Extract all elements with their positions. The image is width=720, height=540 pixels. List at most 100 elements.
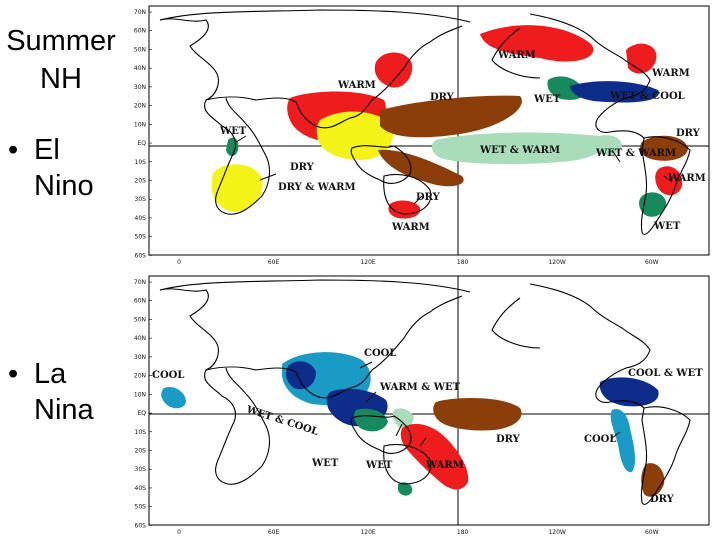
lat-tick-label: 60S (135, 522, 147, 529)
el-nino-label-dry-warm-southern-africa-1: DRY (290, 162, 315, 173)
el-nino-region-dry-warm-southern-africa (212, 164, 263, 212)
lon-tick-label: 60W (645, 529, 659, 536)
lon-tick-label: 180 (457, 259, 469, 266)
la-nina-label-cool-wet-south-america: COOL & WET (628, 368, 703, 379)
el-nino-region-warm-new-zealand (388, 200, 421, 219)
el-nino-label-warm-north-pacific: WARM (497, 50, 536, 61)
bullet-symbol: • (8, 134, 19, 166)
lat-tick-label: EQ (137, 410, 146, 417)
la-nina-region-wet-australia-north (353, 408, 388, 432)
lat-tick-label: 50S (135, 234, 147, 241)
el-nino-region-wet-warm-pacific-central (431, 132, 605, 165)
el-nino-region-wet-south-america-south (639, 192, 667, 217)
el-nino-coastlines (159, 9, 691, 235)
el-nino-region-dry-south-america-north (640, 135, 688, 161)
la-nina-label-warm-australia: WARM (425, 460, 464, 471)
lon-tick-label: 120W (548, 259, 565, 266)
lat-tick-label: 50S (135, 504, 147, 511)
slide-title-line-1: Summer (6, 25, 116, 57)
la-nina-label-warm-wet: WARM & WET (379, 382, 461, 393)
la-nina-lon-axis: 0 60E 120E 180 120W 60W (177, 529, 658, 536)
el-nino-label-wet-cool-southeast-us: WET & COOL (609, 91, 685, 102)
lat-tick-label: 10S (135, 159, 147, 166)
la-nina-coastlines (159, 279, 691, 505)
lat-tick-label: 40N (134, 65, 146, 72)
el-nino-lat-axis: 70N 60N 50N 40N 30N 20N 10N EQ 10S 20S 30S 40S 50S 60… (134, 9, 152, 259)
la-nina-region-wet-tasmania (398, 482, 413, 496)
lat-tick-label: 70N (134, 279, 146, 286)
el-nino-label-wet-north-america: WET (533, 94, 561, 105)
el-nino-label-wet-warm-east-pacific: WET & WARM (595, 148, 676, 159)
la-nina-region-warm-australia-east (400, 423, 469, 490)
lat-tick-label: 20N (134, 373, 146, 380)
lat-tick-label: 30N (134, 84, 146, 91)
lat-tick-label: 20N (134, 103, 146, 110)
la-nina-label-cool-asia: COOL (364, 348, 396, 359)
lat-tick-label: 10N (134, 391, 146, 398)
lat-tick-label: 60N (134, 28, 146, 35)
lat-tick-label: EQ (137, 140, 146, 147)
bullet-la-nina: • La Nina (8, 356, 94, 428)
el-nino-label-dry-warm-southern-africa-2: DRY & WARM (278, 182, 356, 193)
lon-tick-label: 120W (548, 529, 565, 536)
la-nina-lat-axis: 70N 60N 50N 40N 30N 20N 10N EQ 10S 20S 30S 40S 50S 60… (134, 279, 152, 529)
lat-tick-label: 10N (134, 121, 146, 128)
lat-tick-label: 40N (134, 335, 146, 342)
lon-tick-label: 0 (177, 529, 181, 536)
lat-tick-label: 60S (135, 252, 147, 259)
la-nina-region-wet-cool-pacific (392, 408, 414, 428)
lat-tick-label: 40S (135, 485, 147, 492)
bullet-el-nino-line-1: El (34, 134, 60, 166)
bullet-la-nina-line-1: La (34, 358, 67, 390)
slide-title-line-2: NH (40, 63, 82, 95)
el-nino-region-dry-indonesia (316, 111, 394, 160)
el-nino-labels: WARM WARM DRY WARM WET WET & COOL WET DR… (219, 50, 706, 233)
la-nina-label-cool-africa: COOL (152, 370, 184, 381)
el-nino-label-warm-northeast-us: WARM (651, 68, 690, 79)
la-nina-label-cool-south-america: COOL (584, 434, 616, 445)
lon-tick-label: 60E (268, 259, 280, 266)
la-nina-label-dry-pacific: DRY (496, 434, 521, 445)
el-nino-map: 70N 60N 50N 40N 30N 20N 10N EQ 10S 20S 30S 40S 50S 60… (134, 5, 710, 266)
el-nino-region-dry-pacific-north (380, 95, 522, 138)
lat-tick-label: 50N (134, 316, 146, 323)
el-nino-region-warm-pacific-north (480, 25, 594, 62)
la-nina-region-dry-central-pacific (433, 398, 522, 431)
el-nino-label-wet-warm-central-pacific: WET & WARM (479, 145, 560, 156)
el-nino-lon-axis: 0 60E 120E 180 120W 60W (177, 259, 658, 266)
bullet-el-nino: • El Nino (8, 132, 94, 204)
lat-tick-label: 50N (134, 46, 146, 53)
lat-tick-label: 70N (134, 9, 146, 16)
lon-tick-label: 60E (268, 529, 280, 536)
lon-tick-label: 60W (645, 259, 659, 266)
el-nino-region-warm-south-america-east (655, 166, 683, 196)
la-nina-label-wet-australia: WET (365, 460, 393, 471)
bullet-symbol: • (8, 358, 19, 390)
lon-tick-label: 0 (177, 259, 181, 266)
el-nino-region-wet-warm-pacific-east (591, 135, 622, 156)
bullet-la-nina-line-2: Nina (34, 394, 94, 426)
lat-tick-label: 30S (135, 196, 147, 203)
bullet-el-nino-line-2: Nino (34, 170, 94, 202)
el-nino-label-warm-south-america: WARM (667, 173, 706, 184)
lon-tick-label: 180 (457, 529, 469, 536)
el-nino-label-dry-pacific: DRY (430, 92, 455, 103)
la-nina-map: 70N 60N 50N 40N 30N 20N 10N EQ 10S 20S 30S 40S 50S 60… (134, 275, 710, 536)
la-nina-label-dry-south-america: DRY (650, 494, 675, 505)
lat-tick-label: 40S (135, 215, 147, 222)
el-nino-region-dry-australia (378, 149, 464, 187)
lon-tick-label: 120E (360, 259, 375, 266)
el-nino-label-wet-south-america: WET (653, 221, 681, 232)
lat-tick-label: 10S (135, 429, 147, 436)
lat-tick-label: 30S (135, 466, 147, 473)
el-nino-annotation-arrows (235, 135, 673, 205)
lon-tick-label: 120E (360, 529, 375, 536)
la-nina-region-cool-south-america-west (610, 408, 636, 473)
lat-tick-label: 20S (135, 177, 147, 184)
la-nina-region-cool-africa-west (161, 386, 186, 409)
el-nino-label-warm-new-zealand: WARM (391, 222, 430, 233)
el-nino-region-warm-japan (374, 52, 413, 88)
lat-tick-label: 60N (134, 298, 146, 305)
la-nina-region-cool-wet-india (286, 361, 316, 390)
